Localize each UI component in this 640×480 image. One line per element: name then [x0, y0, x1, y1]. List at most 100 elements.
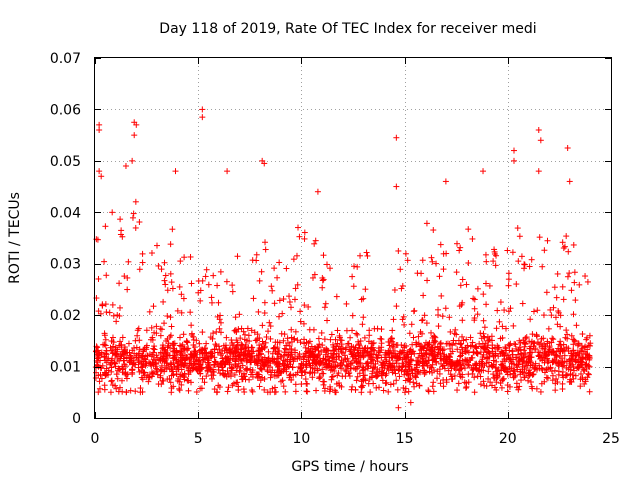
- data-point: [98, 375, 105, 382]
- data-point: [202, 273, 209, 280]
- data-point: [253, 352, 260, 359]
- data-point: [513, 345, 520, 352]
- data-point: [357, 338, 364, 345]
- data-point: [350, 283, 357, 290]
- data-point: [165, 362, 172, 369]
- data-point: [122, 371, 129, 378]
- data-point: [276, 297, 283, 304]
- data-point: [457, 282, 464, 289]
- data-point: [102, 342, 109, 349]
- data-point: [547, 364, 554, 371]
- data-point: [294, 281, 301, 288]
- data-point: [102, 336, 109, 343]
- data-point: [567, 360, 574, 367]
- data-point: [215, 366, 222, 373]
- data-point: [527, 379, 534, 386]
- data-point: [219, 364, 226, 371]
- data-point: [551, 352, 558, 359]
- data-point: [358, 389, 365, 396]
- data-point: [96, 168, 103, 175]
- data-point: [527, 345, 534, 352]
- x-tick-label: 20: [499, 431, 517, 447]
- data-point: [353, 353, 360, 360]
- data-point: [346, 373, 353, 380]
- data-point: [579, 331, 586, 338]
- data-point: [393, 134, 400, 141]
- data-point: [342, 346, 349, 353]
- data-point: [181, 376, 188, 383]
- data-point: [537, 349, 544, 356]
- data-point: [342, 366, 349, 373]
- data-point: [492, 262, 499, 269]
- x-axis-label: GPS time / hours: [291, 459, 408, 475]
- x-tick-label: 5: [194, 431, 203, 447]
- data-point: [158, 367, 165, 374]
- data-point: [578, 347, 585, 354]
- data-point: [107, 344, 114, 351]
- data-point: [207, 334, 214, 341]
- data-point: [505, 308, 512, 315]
- data-point: [281, 331, 288, 338]
- data-point: [92, 375, 99, 382]
- data-point: [185, 377, 192, 384]
- data-point: [257, 350, 264, 357]
- data-point: [364, 348, 371, 355]
- data-point: [389, 327, 396, 334]
- data-point: [130, 210, 137, 217]
- data-point: [455, 380, 462, 387]
- data-point: [209, 375, 216, 382]
- data-point: [362, 286, 369, 293]
- data-point: [529, 385, 536, 392]
- data-point: [188, 354, 195, 361]
- data-point: [304, 380, 311, 387]
- data-point: [187, 309, 194, 316]
- data-point: [251, 357, 258, 364]
- data-point: [259, 338, 266, 345]
- data-point: [585, 371, 592, 378]
- data-point: [136, 266, 143, 273]
- data-point: [469, 339, 476, 346]
- data-point: [402, 250, 409, 257]
- data-point: [188, 332, 195, 339]
- data-point: [280, 337, 287, 344]
- data-point: [271, 300, 278, 307]
- data-point: [357, 252, 364, 259]
- data-point: [280, 383, 287, 390]
- data-point: [119, 334, 126, 341]
- data-point: [220, 367, 227, 374]
- data-point: [474, 311, 481, 318]
- data-point: [309, 374, 316, 381]
- data-point: [430, 333, 437, 340]
- data-point: [300, 356, 307, 363]
- data-point: [145, 378, 152, 385]
- data-point: [465, 226, 472, 233]
- data-point: [234, 379, 241, 386]
- data-point: [227, 345, 234, 352]
- data-point: [454, 240, 461, 247]
- data-point: [387, 337, 394, 344]
- data-point: [525, 370, 532, 377]
- data-point: [571, 279, 578, 286]
- data-point: [554, 270, 561, 277]
- data-point: [458, 365, 465, 372]
- data-point: [442, 305, 449, 312]
- data-point: [157, 325, 164, 332]
- data-point: [386, 342, 393, 349]
- data-point: [155, 356, 162, 363]
- data-point: [554, 379, 561, 386]
- data-point: [354, 365, 361, 372]
- data-point: [368, 344, 375, 351]
- data-point: [233, 329, 240, 336]
- data-point: [143, 360, 150, 367]
- data-point: [585, 362, 592, 369]
- data-point: [208, 299, 215, 306]
- data-point: [334, 340, 341, 347]
- data-point: [411, 366, 418, 373]
- data-point: [431, 337, 438, 344]
- data-point: [572, 356, 579, 363]
- data-point: [217, 268, 224, 275]
- data-point: [173, 356, 180, 363]
- data-point: [324, 347, 331, 354]
- data-point: [187, 379, 194, 386]
- data-point: [471, 374, 478, 381]
